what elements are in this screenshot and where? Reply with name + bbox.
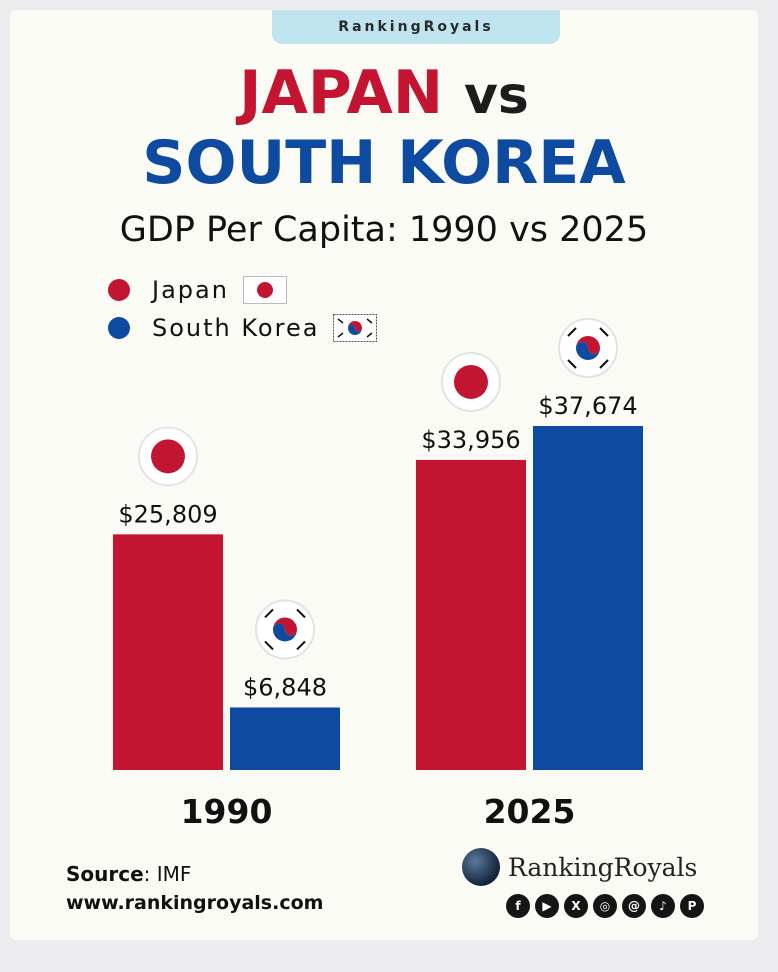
website-url[interactable]: www.rankingroyals.com <box>66 892 324 914</box>
facebook-icon[interactable]: f <box>506 894 530 918</box>
title-south-korea: SOUTH KOREA <box>142 128 626 198</box>
source-value: : IMF <box>143 862 192 886</box>
x-tick-label-2025: 2025 <box>484 792 576 831</box>
social-icons: f ▶ X ◎ @ ♪ P <box>506 894 704 918</box>
bar-south-korea-2025 <box>533 426 643 770</box>
data-label-south-korea-1990: $6,848 <box>243 673 327 701</box>
title-vs: vs <box>463 66 529 126</box>
south-korea-flag-badge-icon <box>255 599 315 660</box>
youtube-icon[interactable]: ▶ <box>535 894 559 918</box>
logo: RankingRoyals <box>462 848 697 886</box>
title-line-1: JAPAN vs <box>10 58 758 131</box>
japan-flag-icon <box>242 276 287 304</box>
brand-tab: RankingRoyals <box>272 10 560 44</box>
instagram-icon[interactable]: ◎ <box>593 894 617 918</box>
bar-japan-2025 <box>416 459 526 770</box>
pinterest-icon[interactable]: P <box>680 894 704 918</box>
data-label-japan-2025: $33,956 <box>421 426 520 454</box>
data-label-japan-1990: $25,809 <box>118 500 217 528</box>
legend-item-japan: Japan <box>108 276 287 304</box>
globe-icon <box>462 848 500 886</box>
japan-flag-badge-icon <box>138 426 198 487</box>
bar-chart: $25,809 $6,848 1990 $33,956 $37,674 2025 <box>113 318 643 831</box>
tiktok-icon[interactable]: ♪ <box>651 894 675 918</box>
legend-item-south-korea: South Korea <box>108 314 378 342</box>
legend-label-japan: Japan <box>152 276 229 304</box>
logo-text: RankingRoyals <box>508 852 698 882</box>
legend-swatch-south-korea <box>108 317 130 339</box>
legend-label-south-korea: South Korea <box>152 314 320 342</box>
x-tick-label-1990: 1990 <box>181 792 273 831</box>
source-label: Source <box>66 862 144 886</box>
japan-flag-badge-icon <box>441 351 501 412</box>
south-korea-flag-badge-icon <box>558 318 618 378</box>
bar-south-korea-1990 <box>230 707 340 770</box>
title-japan: JAPAN <box>239 58 444 128</box>
source-line: Source: IMF <box>66 862 191 886</box>
chart-title: GDP Per Capita: 1990 vs 2025 <box>119 210 649 250</box>
infographic-card: RankingRoyals JAPAN vs SOUTH KOREA GDP P… <box>10 10 758 940</box>
data-label-south-korea-2025: $37,674 <box>538 392 637 420</box>
x-icon[interactable]: X <box>564 894 588 918</box>
bar-japan-1990 <box>113 534 223 770</box>
legend-swatch-japan <box>108 279 130 301</box>
south-korea-flag-icon <box>333 314 378 342</box>
threads-icon[interactable]: @ <box>622 894 646 918</box>
